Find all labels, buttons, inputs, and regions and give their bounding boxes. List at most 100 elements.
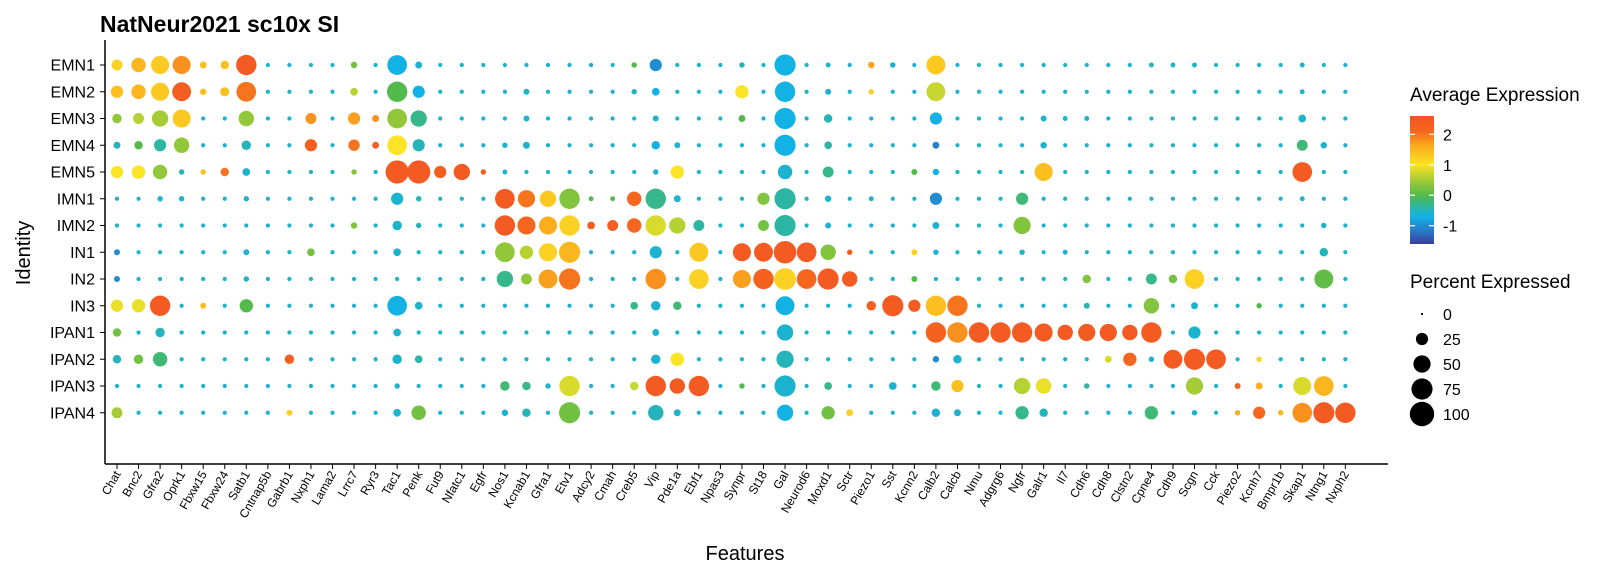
- dot: [651, 141, 660, 150]
- size-legend-dot: [1415, 332, 1429, 346]
- dot: [502, 330, 508, 335]
- dot: [1013, 216, 1031, 235]
- dot: [501, 409, 509, 416]
- dot: [1300, 330, 1305, 335]
- dot: [761, 169, 766, 175]
- dot: [1213, 410, 1219, 415]
- dot: [696, 303, 701, 308]
- dot: [976, 303, 982, 308]
- dot: [1235, 62, 1240, 68]
- dot: [912, 330, 917, 335]
- dot: [567, 116, 572, 121]
- dot: [890, 116, 895, 121]
- dot: [1127, 383, 1132, 389]
- dot: [1148, 356, 1155, 362]
- dot: [114, 276, 120, 282]
- dot: [588, 410, 594, 415]
- dot: [495, 188, 515, 209]
- dot: [1035, 378, 1052, 394]
- dot: [645, 268, 666, 290]
- x-tick-label: Calcb: [937, 468, 965, 502]
- dot: [588, 196, 594, 202]
- dot: [157, 223, 163, 228]
- dot: [1127, 303, 1132, 308]
- dot: [307, 248, 315, 257]
- dot: [739, 330, 745, 335]
- dot: [220, 60, 229, 70]
- dot: [347, 112, 361, 125]
- dot: [954, 409, 961, 417]
- dot: [179, 357, 184, 362]
- dot: [1168, 274, 1178, 284]
- x-axis-title: Features: [706, 543, 785, 565]
- dot: [823, 114, 833, 123]
- dot: [645, 375, 666, 397]
- dot: [1278, 223, 1283, 228]
- dot: [496, 270, 514, 288]
- dot: [1192, 169, 1197, 175]
- dot: [718, 357, 723, 362]
- dot: [330, 116, 335, 121]
- dot: [481, 196, 486, 201]
- dot: [947, 295, 968, 316]
- dot: [386, 81, 408, 102]
- dot: [242, 168, 251, 176]
- dot: [588, 89, 594, 94]
- color-tick-label: 2: [1443, 127, 1452, 144]
- dot: [1063, 357, 1068, 362]
- dot: [481, 330, 486, 335]
- dot: [1057, 324, 1073, 341]
- dot: [1188, 326, 1201, 339]
- dot: [152, 352, 168, 367]
- dot: [976, 62, 982, 68]
- dot: [1278, 169, 1283, 175]
- dot: [739, 62, 745, 68]
- dot: [669, 217, 686, 234]
- x-tick-label: Synpr: [721, 469, 749, 503]
- dot: [265, 303, 270, 308]
- dot: [112, 355, 122, 364]
- dot: [502, 303, 508, 308]
- dot: [523, 115, 530, 122]
- dot: [1034, 162, 1053, 182]
- dot: [1278, 143, 1283, 148]
- dot: [804, 62, 809, 68]
- dot: [567, 143, 572, 148]
- dot: [387, 295, 407, 316]
- dot: [998, 196, 1003, 201]
- dot: [1170, 383, 1176, 389]
- dot: [136, 276, 141, 282]
- dot: [824, 382, 833, 390]
- dot: [632, 276, 637, 282]
- dot: [912, 223, 917, 228]
- dot: [890, 143, 895, 148]
- dot: [415, 61, 423, 69]
- dot: [1300, 250, 1305, 255]
- dot: [696, 196, 701, 201]
- dot: [1063, 410, 1068, 415]
- dot: [265, 89, 270, 94]
- dot: [1041, 357, 1046, 362]
- dot: [953, 355, 962, 364]
- dot: [114, 196, 120, 201]
- dot: [434, 165, 447, 179]
- size-legend-label: 100: [1443, 407, 1470, 424]
- dot: [538, 216, 558, 235]
- dot: [1343, 116, 1348, 121]
- dot: [236, 81, 257, 102]
- dot: [632, 357, 637, 362]
- dot: [502, 357, 508, 362]
- dot: [172, 55, 191, 75]
- dot: [1321, 89, 1326, 94]
- dot: [559, 375, 580, 397]
- dot: [172, 109, 191, 128]
- dot: [675, 116, 680, 121]
- dot: [394, 383, 400, 389]
- dot: [284, 354, 295, 364]
- dot: [1019, 116, 1025, 121]
- dot: [1257, 196, 1262, 201]
- dot: [494, 215, 516, 236]
- dot: [990, 322, 1011, 343]
- dot: [847, 62, 852, 68]
- dot: [545, 169, 551, 175]
